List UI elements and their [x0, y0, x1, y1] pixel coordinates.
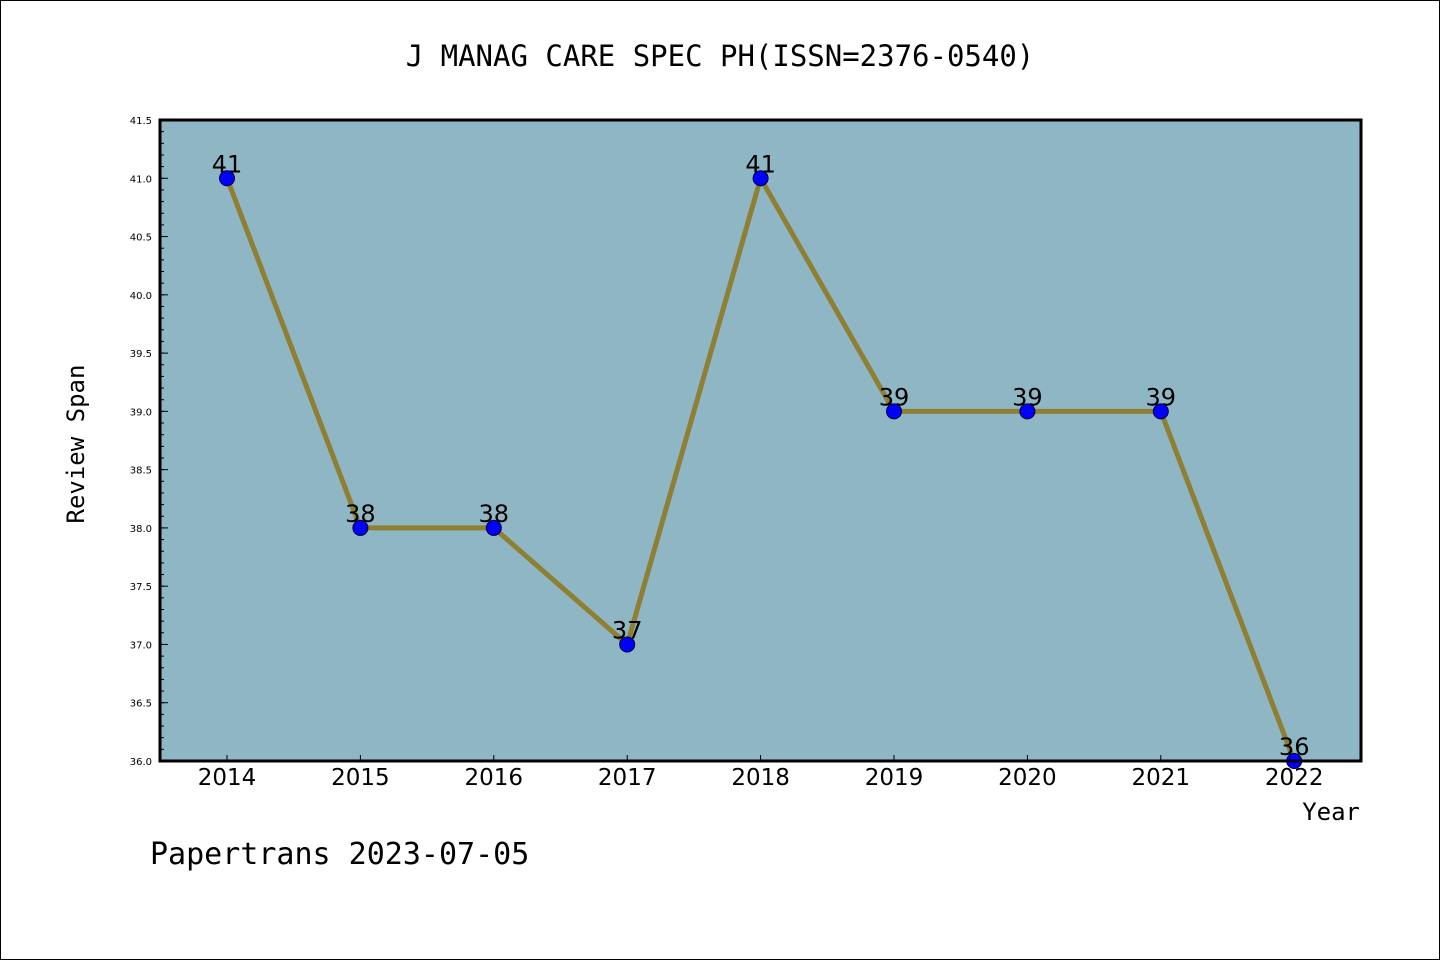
plot-area [160, 120, 1361, 761]
y-tick-label: 38.5 [130, 466, 152, 477]
data-point [1019, 403, 1036, 420]
data-label: 38 [479, 500, 510, 528]
y-axis-label: Review Span [62, 365, 90, 524]
y-tick-label: 37.5 [130, 582, 152, 593]
data-labels: 41 38 38 37 41 39 39 39 36 [212, 150, 1310, 761]
y-tick-label: 40.5 [130, 233, 152, 244]
data-label: 39 [1012, 383, 1043, 411]
x-tick-label: 2019 [865, 765, 924, 791]
chart-title: J MANAG CARE SPEC PH(ISSN=2376-0540) [406, 39, 1035, 73]
data-label: 39 [879, 383, 910, 411]
footer-date-stamp: Papertrans 2023-07-05 [150, 837, 529, 872]
data-point [219, 170, 235, 187]
plot-border [158, 118, 1363, 763]
x-tick-label: 2020 [998, 765, 1057, 791]
x-tick-label: 2016 [465, 765, 524, 791]
y-tick-label: 36.5 [130, 699, 152, 710]
data-point [352, 519, 369, 536]
y-tick-label: 37.0 [130, 640, 152, 651]
y-tick-label: 41.5 [130, 116, 152, 127]
y-tick-label: 41.0 [130, 174, 152, 185]
data-point [886, 403, 902, 420]
data-point [485, 519, 502, 536]
x-axis: 2014 2015 2016 2017 2018 2019 2020 2021 2022 [198, 755, 1324, 791]
data-point [752, 170, 769, 187]
x-tick-label: 2014 [198, 765, 257, 791]
data-point [1152, 403, 1169, 420]
data-label: 38 [345, 500, 376, 528]
data-label: 37 [612, 616, 643, 644]
y-tick-label: 40.0 [130, 291, 152, 302]
data-point [619, 636, 636, 653]
data-label: 39 [1146, 383, 1177, 411]
x-axis-label: Year [1302, 798, 1360, 826]
x-tick-label: 2017 [598, 765, 657, 791]
data-label: 41 [212, 150, 243, 178]
y-tick-label: 39.0 [130, 407, 152, 418]
y-tick-label: 36.0 [130, 757, 152, 768]
x-tick-label: 2021 [1132, 765, 1191, 791]
data-label: 41 [745, 150, 776, 178]
data-series [219, 170, 1303, 769]
x-tick-label: 2018 [731, 765, 790, 791]
x-tick-label: 2015 [331, 765, 390, 791]
x-tick-label: 2022 [1265, 765, 1324, 791]
data-label: 36 [1279, 733, 1310, 761]
y-tick-label: 38.0 [130, 524, 152, 535]
y-tick-label: 39.5 [130, 349, 152, 360]
